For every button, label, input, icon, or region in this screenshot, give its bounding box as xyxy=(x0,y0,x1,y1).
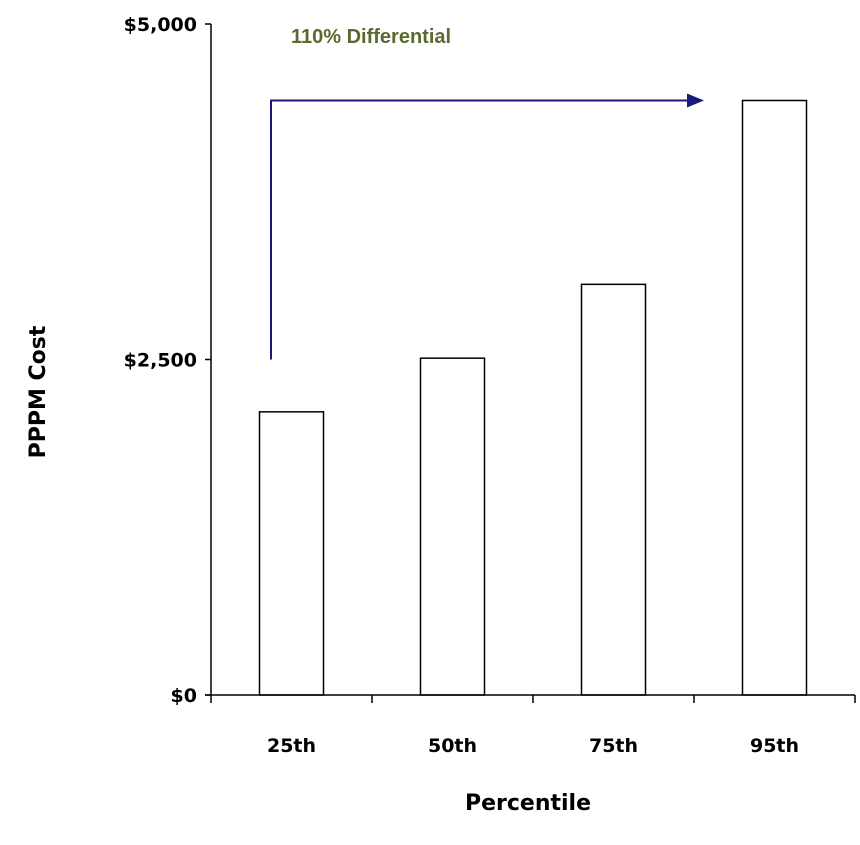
bar-25th xyxy=(258,411,325,696)
differential-label: 110% Differential xyxy=(291,26,451,48)
x-axis-title: Percentile xyxy=(465,791,591,816)
y-tick-label: $0 xyxy=(171,685,197,707)
y-ticks: $0 $2,500 $5,000 xyxy=(124,14,211,707)
y-tick-label: $5,000 xyxy=(124,14,197,36)
bars xyxy=(258,99,808,696)
annotation: 110% Differential xyxy=(270,26,704,360)
differential-arrow-line xyxy=(270,99,690,360)
y-tick-label: $2,500 xyxy=(124,350,197,372)
x-tick-label: 25th xyxy=(267,735,316,757)
bar-75th xyxy=(580,283,647,696)
bar-50th xyxy=(419,357,486,696)
x-tick-label: 95th xyxy=(750,735,799,757)
x-tick-label: 50th xyxy=(428,735,477,757)
differential-arrow-head xyxy=(687,93,704,108)
bar-95th xyxy=(741,99,808,696)
x-tick-label: 75th xyxy=(589,735,638,757)
x-ticks: 25th 50th 75th 95th xyxy=(210,695,856,757)
y-axis-title: PPPM Cost xyxy=(26,325,51,458)
